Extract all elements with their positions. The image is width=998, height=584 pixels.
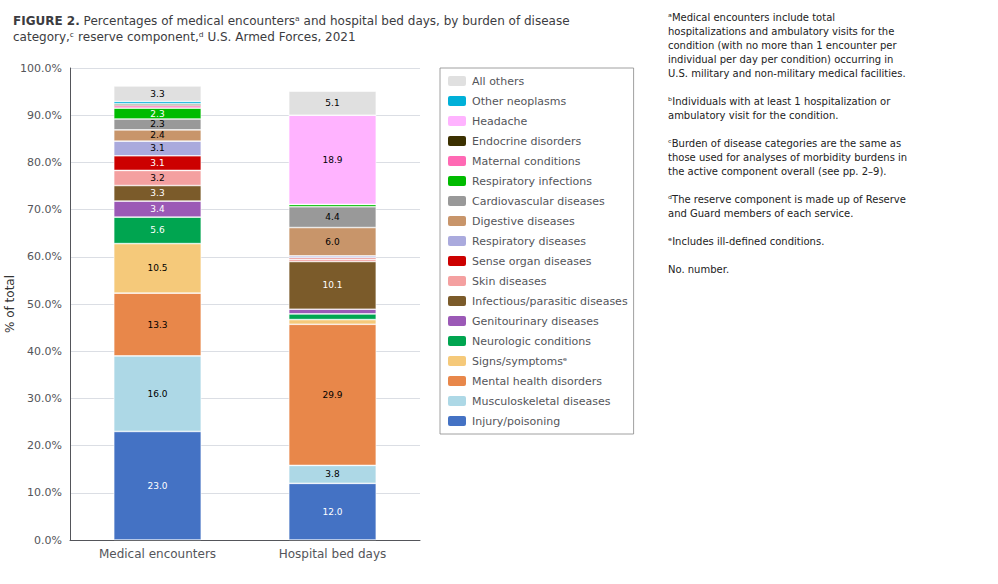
- svg-text:hospitalizations and ambulator: hospitalizations and ambulatory visits f…: [668, 26, 894, 37]
- svg-text:3.8: 3.8: [325, 469, 340, 479]
- svg-text:Musculoskeletal diseases: Musculoskeletal diseases: [472, 395, 611, 408]
- svg-text:Genitourinary diseases: Genitourinary diseases: [472, 315, 599, 328]
- svg-text:Maternal conditions: Maternal conditions: [472, 155, 581, 168]
- svg-text:3.1: 3.1: [150, 158, 164, 168]
- svg-text:3.1: 3.1: [150, 143, 164, 153]
- svg-text:6.0: 6.0: [325, 237, 340, 247]
- svg-text:5.1: 5.1: [325, 98, 339, 108]
- svg-text:Digestive diseases: Digestive diseases: [472, 215, 575, 228]
- svg-text:Headache: Headache: [472, 115, 528, 128]
- svg-text:Medical encounters: Medical encounters: [99, 547, 216, 561]
- svg-text:No. number.: No. number.: [668, 264, 729, 275]
- svg-text:12.0: 12.0: [322, 507, 342, 517]
- svg-text:Neurologic conditions: Neurologic conditions: [472, 335, 591, 348]
- svg-text:18.9: 18.9: [322, 155, 342, 165]
- svg-text:23.0: 23.0: [147, 481, 167, 491]
- svg-text:Respiratory diseases: Respiratory diseases: [472, 235, 586, 248]
- svg-text:ᵃMedical encounters include to: ᵃMedical encounters include total: [668, 12, 835, 23]
- svg-text:3.3: 3.3: [150, 89, 164, 99]
- svg-text:80.0%: 80.0%: [27, 156, 62, 169]
- svg-text:Cardiovascular diseases: Cardiovascular diseases: [472, 195, 605, 208]
- svg-text:Mental health disorders: Mental health disorders: [472, 375, 602, 388]
- svg-text:Respiratory infections: Respiratory infections: [472, 175, 592, 188]
- svg-text:0.0%: 0.0%: [34, 534, 62, 547]
- svg-text:3.2: 3.2: [150, 173, 164, 183]
- svg-text:Skin diseases: Skin diseases: [472, 275, 547, 288]
- svg-text:ᵈThe reserve component is made: ᵈThe reserve component is made up of Res…: [668, 194, 906, 205]
- svg-text:individual per day per conditi: individual per day per condition) occurr…: [668, 54, 893, 65]
- svg-text:the active component overall (: the active component overall (see pp. 2–…: [668, 166, 887, 177]
- svg-text:50.0%: 50.0%: [27, 298, 62, 311]
- svg-text:ᵉIncludes ill-defined conditio: ᵉIncludes ill-defined conditions.: [668, 236, 824, 247]
- svg-text:ambulatory visit for the condi: ambulatory visit for the condition.: [668, 110, 838, 121]
- svg-text:Endocrine disorders: Endocrine disorders: [472, 135, 582, 148]
- svg-text:16.0: 16.0: [147, 389, 167, 399]
- svg-text:those used for analyses of mor: those used for analyses of morbidity bur…: [668, 152, 907, 163]
- svg-text:100.0%: 100.0%: [20, 62, 62, 75]
- svg-text:% of total: % of total: [3, 275, 17, 333]
- svg-text:10.5: 10.5: [147, 263, 167, 273]
- svg-text:70.0%: 70.0%: [27, 203, 62, 216]
- svg-text:Injury/poisoning: Injury/poisoning: [472, 415, 560, 428]
- svg-text:All others: All others: [472, 75, 524, 88]
- svg-text:ᶜBurden of disease categories: ᶜBurden of disease categories are the sa…: [668, 138, 901, 149]
- svg-text:Sense organ diseases: Sense organ diseases: [472, 255, 592, 268]
- svg-text:Infectious/parasitic diseases: Infectious/parasitic diseases: [472, 295, 628, 308]
- svg-text:U.S. military and non-military: U.S. military and non-military medical f…: [668, 68, 906, 79]
- svg-text:Hospital bed days: Hospital bed days: [279, 547, 387, 561]
- svg-text:13.3: 13.3: [147, 320, 167, 330]
- svg-text:10.0%: 10.0%: [27, 486, 62, 499]
- svg-text:condition (with no more than 1: condition (with no more than 1 encounter…: [668, 40, 898, 51]
- svg-text:Signs/symptomsᵉ: Signs/symptomsᵉ: [472, 355, 567, 368]
- svg-text:20.0%: 20.0%: [27, 439, 62, 452]
- svg-text:2.4: 2.4: [150, 130, 165, 140]
- svg-text:5.6: 5.6: [150, 225, 165, 235]
- svg-text:2.3: 2.3: [150, 109, 164, 119]
- svg-text:4.4: 4.4: [325, 212, 340, 222]
- svg-text:and Guard members of each serv: and Guard members of each service.: [668, 208, 853, 219]
- svg-text:60.0%: 60.0%: [27, 250, 62, 263]
- svg-text:2.3: 2.3: [150, 119, 164, 129]
- svg-text:29.9: 29.9: [322, 390, 342, 400]
- svg-text:Other neoplasms: Other neoplasms: [472, 95, 566, 108]
- svg-text:30.0%: 30.0%: [27, 392, 62, 405]
- svg-text:10.1: 10.1: [322, 280, 342, 290]
- svg-text:category,ᶜ reserve component,ᵈ: category,ᶜ reserve component,ᵈ U.S. Arme…: [13, 30, 356, 44]
- svg-text:3.4: 3.4: [150, 204, 165, 214]
- svg-text:40.0%: 40.0%: [27, 345, 62, 358]
- svg-text:3.3: 3.3: [150, 188, 164, 198]
- svg-text:90.0%: 90.0%: [27, 109, 62, 122]
- svg-text:ᵇIndividuals with at least 1 h: ᵇIndividuals with at least 1 hospitaliza…: [668, 96, 891, 107]
- svg-text:FIGURE 2.: FIGURE 2.: [13, 14, 80, 28]
- svg-text:Percentages of medical encount: Percentages of medical encountersᵃ and h…: [80, 14, 570, 28]
